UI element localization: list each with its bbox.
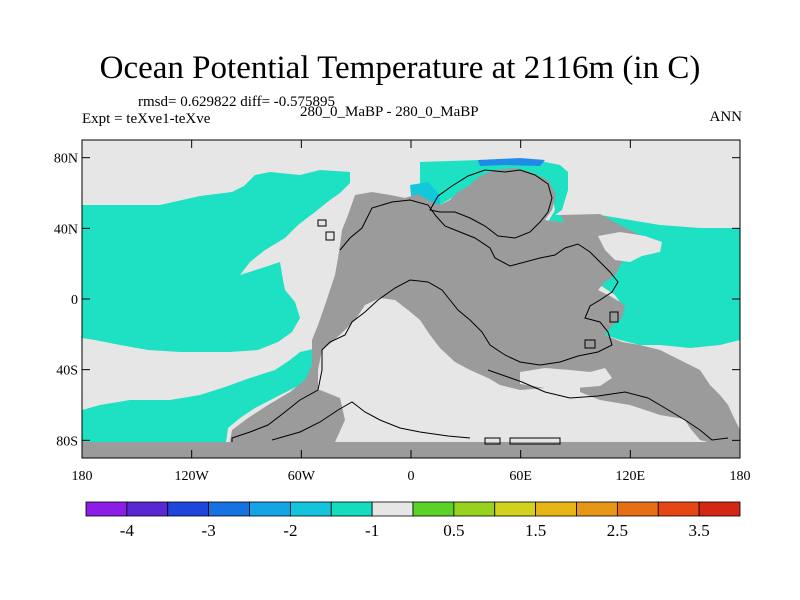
field-region-pacific-south — [82, 348, 318, 442]
colorbar-swatch — [698, 501, 741, 517]
colorbar-swatch — [249, 501, 291, 517]
chart-title: Ocean Potential Temperature at 2116m (in… — [99, 50, 701, 86]
colorbar-swatch — [167, 501, 210, 517]
colorbar-label: -4 — [120, 521, 135, 540]
y-tick-label: 40S — [56, 364, 78, 379]
colorbar-swatch — [126, 501, 169, 517]
colorbar-swatch — [208, 501, 250, 517]
colorbar-label: 0.5 — [443, 521, 464, 540]
y-tick-label: 40N — [54, 222, 78, 237]
experiment-label: Expt = teXve1-teXve — [82, 111, 211, 127]
chart-subtitle: 280_0_MaBP - 280_0_MaBP — [300, 104, 479, 120]
colorbar: -4 -3 -2 -1 0.5 1.5 2.5 3.5 — [85, 501, 741, 540]
colorbar-swatch — [535, 501, 577, 517]
x-tick-label: 60W — [288, 469, 316, 484]
colorbar-label: 1.5 — [525, 521, 546, 540]
x-tick-label: 180 — [72, 469, 93, 484]
stats-text: rmsd= 0.629822 diff= -0.575895 — [138, 94, 336, 110]
colorbar-swatch — [453, 501, 496, 517]
colorbar-swatch — [85, 501, 128, 517]
colorbar-swatch — [657, 501, 700, 517]
coastlines — [231, 169, 729, 445]
y-tick-label: 0 — [71, 293, 78, 308]
x-tick-label: 120E — [616, 469, 646, 484]
colorbar-swatch — [616, 501, 659, 517]
colorbar-swatch — [412, 501, 455, 517]
x-tick-label: 180 — [730, 469, 751, 484]
land-australia-block — [580, 368, 700, 420]
coastline-islands — [317, 219, 619, 445]
colorbar-label: -3 — [202, 521, 216, 540]
x-axis: 180 120W 60W 0 60E 120E 180 — [72, 140, 751, 484]
colorbar-swatch — [371, 501, 414, 517]
x-tick-label: 60E — [509, 469, 532, 484]
colorbar-label: 3.5 — [689, 521, 710, 540]
colorbar-label: -2 — [283, 521, 297, 540]
coastline-antarctic — [271, 401, 471, 441]
land-south-america — [290, 390, 345, 442]
colorbar-label: -1 — [365, 521, 379, 540]
colorbar-swatch — [289, 501, 332, 517]
colorbar-swatch — [576, 501, 618, 517]
coastline-southeast — [487, 369, 729, 441]
field-region-zero-east — [598, 232, 662, 262]
x-tick-label: 0 — [408, 469, 415, 484]
colorbar-swatch — [494, 501, 537, 517]
season-label: ANN — [709, 109, 743, 125]
y-tick-label: 80N — [54, 152, 78, 167]
field-region-pacific-north — [82, 170, 350, 352]
coastline-north — [429, 169, 553, 239]
field-region-arctic-patch — [478, 158, 545, 166]
y-tick-label: 80S — [56, 434, 78, 449]
coastline-main — [231, 199, 619, 442]
y-axis: 80N 40N 0 40S 80S — [54, 152, 740, 449]
colorbar-swatch — [330, 501, 373, 517]
map-area — [81, 139, 741, 459]
field-region-zero-south — [520, 368, 612, 388]
x-tick-label: 120W — [175, 469, 210, 484]
colorbar-label: 2.5 — [607, 521, 628, 540]
